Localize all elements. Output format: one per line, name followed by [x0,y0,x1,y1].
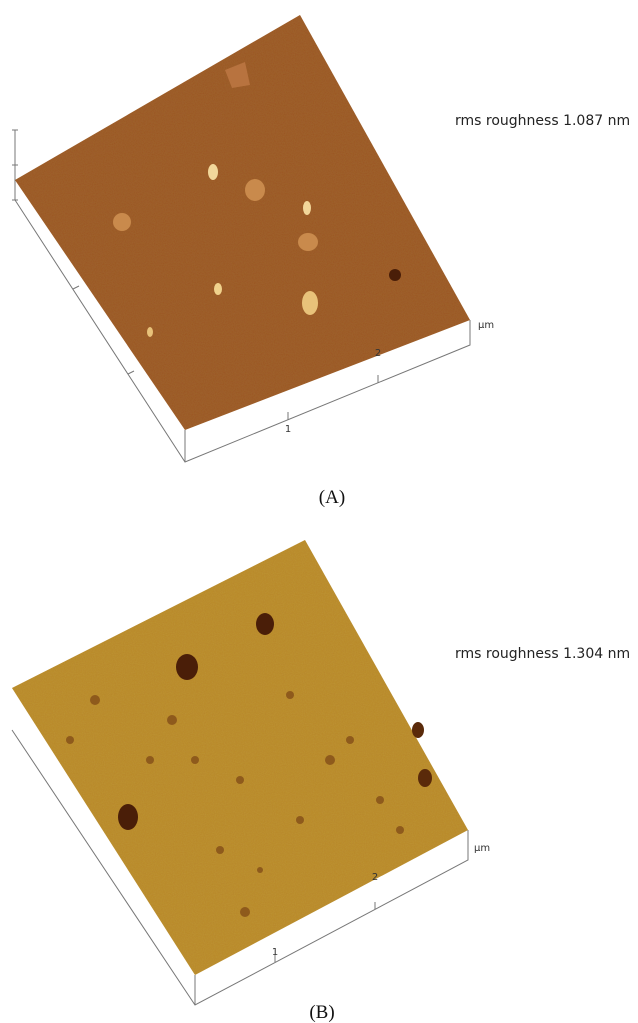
feature [147,327,153,337]
tick-mark [128,371,134,374]
feature [214,283,222,295]
feature [245,179,265,201]
axis-tick-label: 2 [375,348,381,359]
panel-a: 1 2 µm rms roughness 1.087 nm (A) [12,15,630,508]
pit [389,269,401,281]
axis-tick-label: 1 [272,947,278,958]
feature [208,164,218,180]
axis-unit: µm [474,843,490,854]
roughness-label: rms roughness 1.304 nm [455,646,630,662]
panel-label: (B) [309,1002,334,1023]
pit [118,804,138,830]
panel-b: 1 2 µm rms roughness 1.304 nm (B) [12,540,630,1023]
axis-tick-label: 1 [285,424,291,435]
pit [412,722,424,738]
feature [113,213,131,231]
panel-label: (A) [319,487,345,508]
feature [302,291,318,315]
roughness-label: rms roughness 1.087 nm [455,113,630,129]
pit [418,769,432,787]
tick-mark [73,286,79,289]
pit [176,654,198,680]
feature [303,201,311,215]
axis-tick-label: 2 [372,872,378,883]
figure: 1 2 µm rms roughness 1.087 nm (A) 1 2 µm… [0,0,638,1023]
pit [256,613,274,635]
feature [298,233,318,251]
afm-surface [12,540,468,975]
axis-unit: µm [478,320,494,331]
